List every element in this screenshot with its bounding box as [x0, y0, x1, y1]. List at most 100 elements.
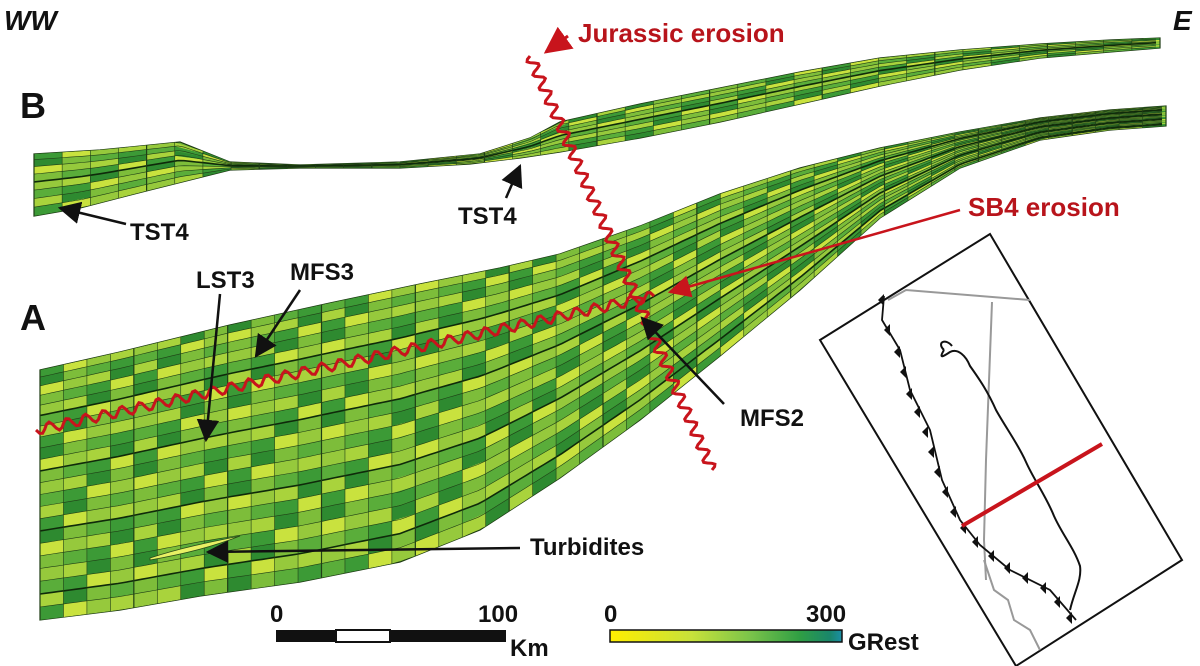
grid-cell: [790, 164, 815, 175]
layer-line: [40, 113, 1163, 460]
grid-cell: [861, 211, 885, 236]
grid-cell: [767, 183, 791, 199]
grid-cell: [696, 314, 721, 340]
grid-cell: [861, 151, 885, 162]
grid-cell: [931, 152, 955, 165]
grid-cell: [991, 45, 1020, 50]
grid-cell: [40, 364, 64, 378]
grid-cell: [415, 438, 439, 460]
grid-cell: [814, 161, 838, 172]
grid-cell: [86, 507, 111, 524]
grid-cell: [227, 392, 252, 409]
layer-line: [40, 112, 1163, 449]
grid-cell: [743, 221, 768, 240]
grid-cell: [63, 574, 87, 591]
grid-cell: [157, 518, 181, 537]
grid-cell: [653, 120, 682, 131]
grid-cell: [391, 432, 416, 453]
grid-cell: [298, 440, 322, 459]
grid-cell: [532, 445, 557, 472]
grid-cell: [673, 249, 697, 270]
grid-cell: [934, 53, 963, 60]
grid-cell: [673, 208, 697, 225]
grid-cell: [603, 284, 627, 304]
grid-cell: [180, 488, 205, 506]
grid-cell: [133, 589, 158, 608]
grid-cell: [532, 367, 557, 389]
grid-cell: [1047, 51, 1076, 56]
grid-cell: [737, 78, 766, 88]
grid-cell: [532, 261, 557, 276]
grid-cell: [274, 512, 299, 530]
grid-cell: [133, 369, 158, 386]
grid-cell: [743, 178, 768, 191]
mfs2-label: MFS2: [740, 405, 804, 432]
layer-line: [34, 41, 1157, 175]
grid-cell: [532, 400, 557, 424]
grid-cell: [597, 110, 626, 121]
grid-cell: [625, 101, 654, 111]
grid-cell: [743, 215, 768, 234]
grid-cell: [649, 277, 674, 299]
grid-cell: [673, 227, 697, 246]
grid-cell: [344, 294, 369, 308]
grid-cell: [767, 278, 791, 303]
grid-cell: [485, 423, 510, 448]
grid-cell: [743, 234, 768, 254]
grid-cell: [90, 158, 119, 169]
grid-cell: [227, 574, 252, 593]
grid-cell: [603, 349, 627, 373]
grid-cell: [568, 136, 597, 147]
grid-cell: [509, 447, 533, 474]
inset-map-thrust-teeth: [878, 294, 1072, 624]
grid-cell: [484, 152, 513, 160]
grid-cell: [118, 171, 147, 185]
grid-cell: [603, 236, 627, 253]
grid-cell: [743, 192, 768, 208]
grid-cell: [625, 130, 654, 141]
grid-cell: [696, 282, 721, 306]
grid-cell: [509, 293, 533, 311]
grid-cell: [850, 82, 879, 93]
grid-cell: [227, 416, 252, 434]
grid-cell: [391, 513, 416, 536]
grid-cell: [861, 181, 885, 198]
grid-cell: [767, 222, 791, 242]
thrust-tooth: [894, 346, 900, 358]
layer-line: [40, 120, 1163, 557]
grid-cell: [767, 174, 791, 188]
grid-cell: [814, 180, 838, 195]
grid-cell: [878, 73, 907, 83]
grid-cell: [1075, 50, 1104, 55]
scale-bar-seg3: [390, 630, 506, 642]
grid-cell: [884, 197, 908, 216]
grid-cell: [298, 377, 322, 396]
grid-cell: [532, 422, 557, 448]
grid-cell: [931, 135, 955, 143]
grid-cell: [251, 462, 275, 481]
grid-cell: [227, 328, 252, 343]
grid-cell: [579, 244, 603, 261]
grid-cell: [884, 171, 908, 185]
grid-cell: [556, 286, 580, 306]
grid-cell: [934, 58, 963, 66]
grid-cell: [837, 197, 862, 217]
grid-cell: [556, 365, 580, 390]
grid-cell: [462, 362, 486, 382]
thrust-tooth: [1066, 612, 1072, 624]
grid-cell: [794, 94, 823, 106]
grid-cell: [978, 131, 1002, 138]
grid-cell: [63, 486, 87, 503]
color-bar-unit: GRest: [848, 629, 919, 656]
grid-cell: [907, 150, 932, 161]
grid-cell: [110, 580, 134, 598]
grid-cell: [978, 127, 1002, 134]
grid-cell: [110, 374, 134, 391]
grid-cell: [146, 172, 175, 185]
grid-cell: [765, 96, 795, 107]
grid-cell: [696, 198, 721, 215]
grid-cell: [696, 290, 721, 314]
grid-cell: [133, 485, 158, 503]
panel-b-label: B: [20, 85, 46, 126]
grid-cell: [626, 222, 650, 237]
